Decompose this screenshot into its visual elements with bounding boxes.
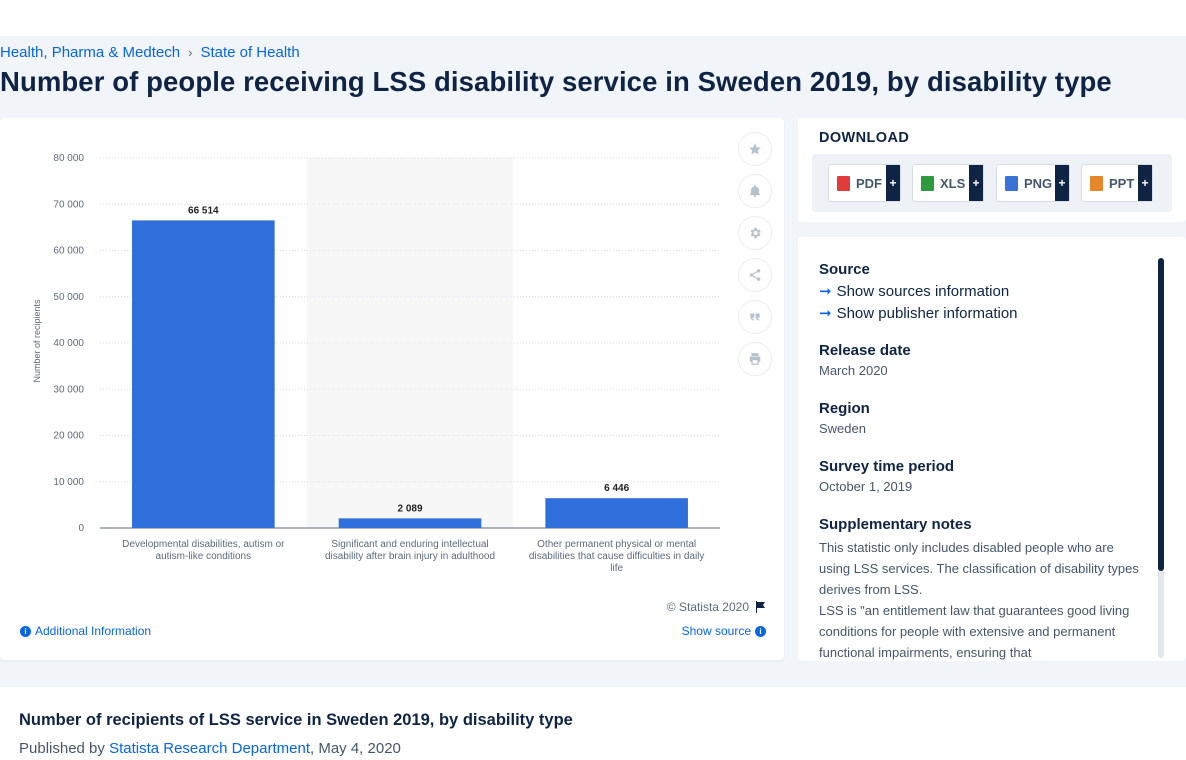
scrollbar-thumb[interactable] bbox=[1158, 258, 1164, 571]
cite-button[interactable] bbox=[738, 300, 772, 334]
download-buttons: PDF + XLS + PNG + PPT + bbox=[812, 154, 1172, 212]
arrow-right-icon: ➞ bbox=[819, 283, 832, 300]
png-file-icon bbox=[1005, 175, 1018, 191]
copyright: © Statista 2020 bbox=[667, 600, 766, 614]
download-pdf-button[interactable]: PDF + bbox=[828, 164, 901, 202]
info-icon: i bbox=[20, 625, 31, 637]
survey-period-heading: Survey time period bbox=[819, 458, 955, 475]
share-button[interactable] bbox=[738, 258, 772, 292]
y-tick-label: 70 000 bbox=[53, 199, 84, 210]
survey-period-value: October 1, 2019 bbox=[819, 479, 913, 494]
flag-icon bbox=[756, 601, 765, 613]
y-tick-label: 40 000 bbox=[53, 338, 84, 349]
x-tick-label: Other permanent physical or mental disabi… bbox=[529, 539, 704, 574]
bar bbox=[338, 518, 482, 528]
bar bbox=[545, 498, 688, 528]
y-tick-label: 10 000 bbox=[53, 477, 84, 488]
published-by: Published by Statista Research Departmen… bbox=[19, 740, 401, 757]
download-title: DOWNLOAD bbox=[819, 130, 910, 146]
y-tick-label: 80 000 bbox=[53, 153, 84, 164]
ppt-file-icon bbox=[1090, 175, 1103, 191]
y-tick-label: 30 000 bbox=[53, 384, 84, 395]
x-tick-label: Developmental disabilities, autism or aut… bbox=[122, 539, 285, 562]
y-tick-label: 0 bbox=[78, 523, 84, 534]
supplementary-notes-paragraph-1: This statistic only includes disabled pe… bbox=[819, 540, 1139, 597]
x-tick-label: Significant and enduring intellectual dis… bbox=[325, 539, 495, 562]
breadcrumb-link-state-of-health[interactable]: State of Health bbox=[200, 44, 300, 61]
pdf-file-icon bbox=[837, 175, 850, 191]
chart-card: 0 10 000 20 000 30 000 40 000 50 000 60 000 70 … bbox=[0, 118, 784, 660]
supplementary-notes-paragraph-2: LSS is "an entitlement law that guarante… bbox=[819, 603, 1130, 660]
quote-icon bbox=[750, 313, 760, 321]
gear-icon bbox=[750, 227, 761, 239]
breadcrumb-link-health[interactable]: Health, Pharma & Medtech bbox=[0, 44, 181, 61]
favorite-button[interactable] bbox=[738, 132, 772, 166]
statistic-title: Number of recipients of LSS service in S… bbox=[19, 711, 573, 729]
breadcrumb: Health, Pharma & Medtech › State of Heal… bbox=[0, 44, 300, 61]
publisher-link[interactable]: Statista Research Department bbox=[109, 740, 310, 757]
download-xls-button[interactable]: XLS + bbox=[912, 164, 984, 202]
breadcrumb-separator: › bbox=[188, 45, 193, 60]
y-tick-label: 20 000 bbox=[53, 431, 84, 442]
bar-chart: 0 10 000 20 000 30 000 40 000 50 000 60 000 70 … bbox=[32, 153, 720, 574]
bar-value-label: 66 514 bbox=[188, 205, 219, 216]
xls-file-icon bbox=[921, 175, 934, 191]
bar-value-label: 6 446 bbox=[604, 483, 629, 494]
bar bbox=[132, 220, 275, 528]
info-icon: i bbox=[755, 625, 766, 637]
download-card: DOWNLOAD PDF + XLS + PNG + PPT + bbox=[798, 118, 1186, 222]
bell-icon bbox=[749, 184, 761, 197]
additional-information-link[interactable]: i Additional Information bbox=[20, 624, 151, 638]
supplementary-notes-heading: Supplementary notes bbox=[819, 516, 972, 533]
arrow-right-icon: ➞ bbox=[819, 305, 832, 322]
published-prefix: Published by bbox=[19, 740, 110, 757]
download-xls-label: XLS bbox=[940, 175, 966, 191]
show-source-label: Show source bbox=[681, 624, 751, 638]
source-heading: Source bbox=[819, 261, 870, 278]
settings-button[interactable] bbox=[738, 216, 772, 250]
notification-button[interactable] bbox=[738, 174, 772, 208]
download-png-label: PNG bbox=[1024, 175, 1053, 191]
region-value: Sweden bbox=[819, 421, 866, 436]
release-date-value: March 2020 bbox=[819, 363, 888, 378]
print-button[interactable] bbox=[738, 342, 772, 376]
release-date-heading: Release date bbox=[819, 342, 911, 359]
plus-icon: + bbox=[886, 165, 900, 201]
plus-icon: + bbox=[969, 165, 983, 201]
share-icon bbox=[749, 269, 761, 281]
download-ppt-label: PPT bbox=[1109, 175, 1135, 191]
show-sources-label: Show sources information bbox=[836, 282, 1010, 300]
plus-icon: + bbox=[1138, 165, 1152, 201]
chart-toolbar bbox=[738, 132, 772, 384]
star-icon bbox=[749, 143, 761, 155]
source-panel-content: Source ➞ Show sources information ➞ Show… bbox=[819, 261, 1144, 661]
show-publisher-link[interactable]: ➞ Show publisher information bbox=[819, 304, 1144, 323]
print-icon bbox=[749, 353, 761, 365]
additional-information-label: Additional Information bbox=[35, 624, 152, 638]
download-png-button[interactable]: PNG + bbox=[996, 164, 1070, 202]
copyright-text: © Statista 2020 bbox=[666, 600, 749, 614]
statistic-details: Number of recipients of LSS service in S… bbox=[0, 687, 1186, 760]
y-tick-label: 50 000 bbox=[53, 292, 84, 303]
page-title: Number of people receiving LSS disabilit… bbox=[0, 66, 1112, 97]
show-publisher-label: Show publisher information bbox=[836, 304, 1018, 322]
region-heading: Region bbox=[819, 400, 870, 417]
download-ppt-button[interactable]: PPT + bbox=[1081, 164, 1153, 202]
plus-icon: + bbox=[1055, 165, 1069, 201]
show-source-link[interactable]: Show source i bbox=[682, 624, 766, 638]
top-bar bbox=[0, 0, 1186, 36]
y-tick-label: 60 000 bbox=[53, 246, 84, 257]
source-panel: Source ➞ Show sources information ➞ Show… bbox=[798, 237, 1186, 661]
y-axis-label: Number of recipients bbox=[32, 299, 42, 383]
download-pdf-label: PDF bbox=[856, 175, 882, 191]
show-sources-link[interactable]: ➞ Show sources information bbox=[819, 282, 1144, 301]
published-date: , May 4, 2020 bbox=[310, 740, 401, 757]
bar-value-label: 2 089 bbox=[397, 503, 422, 514]
